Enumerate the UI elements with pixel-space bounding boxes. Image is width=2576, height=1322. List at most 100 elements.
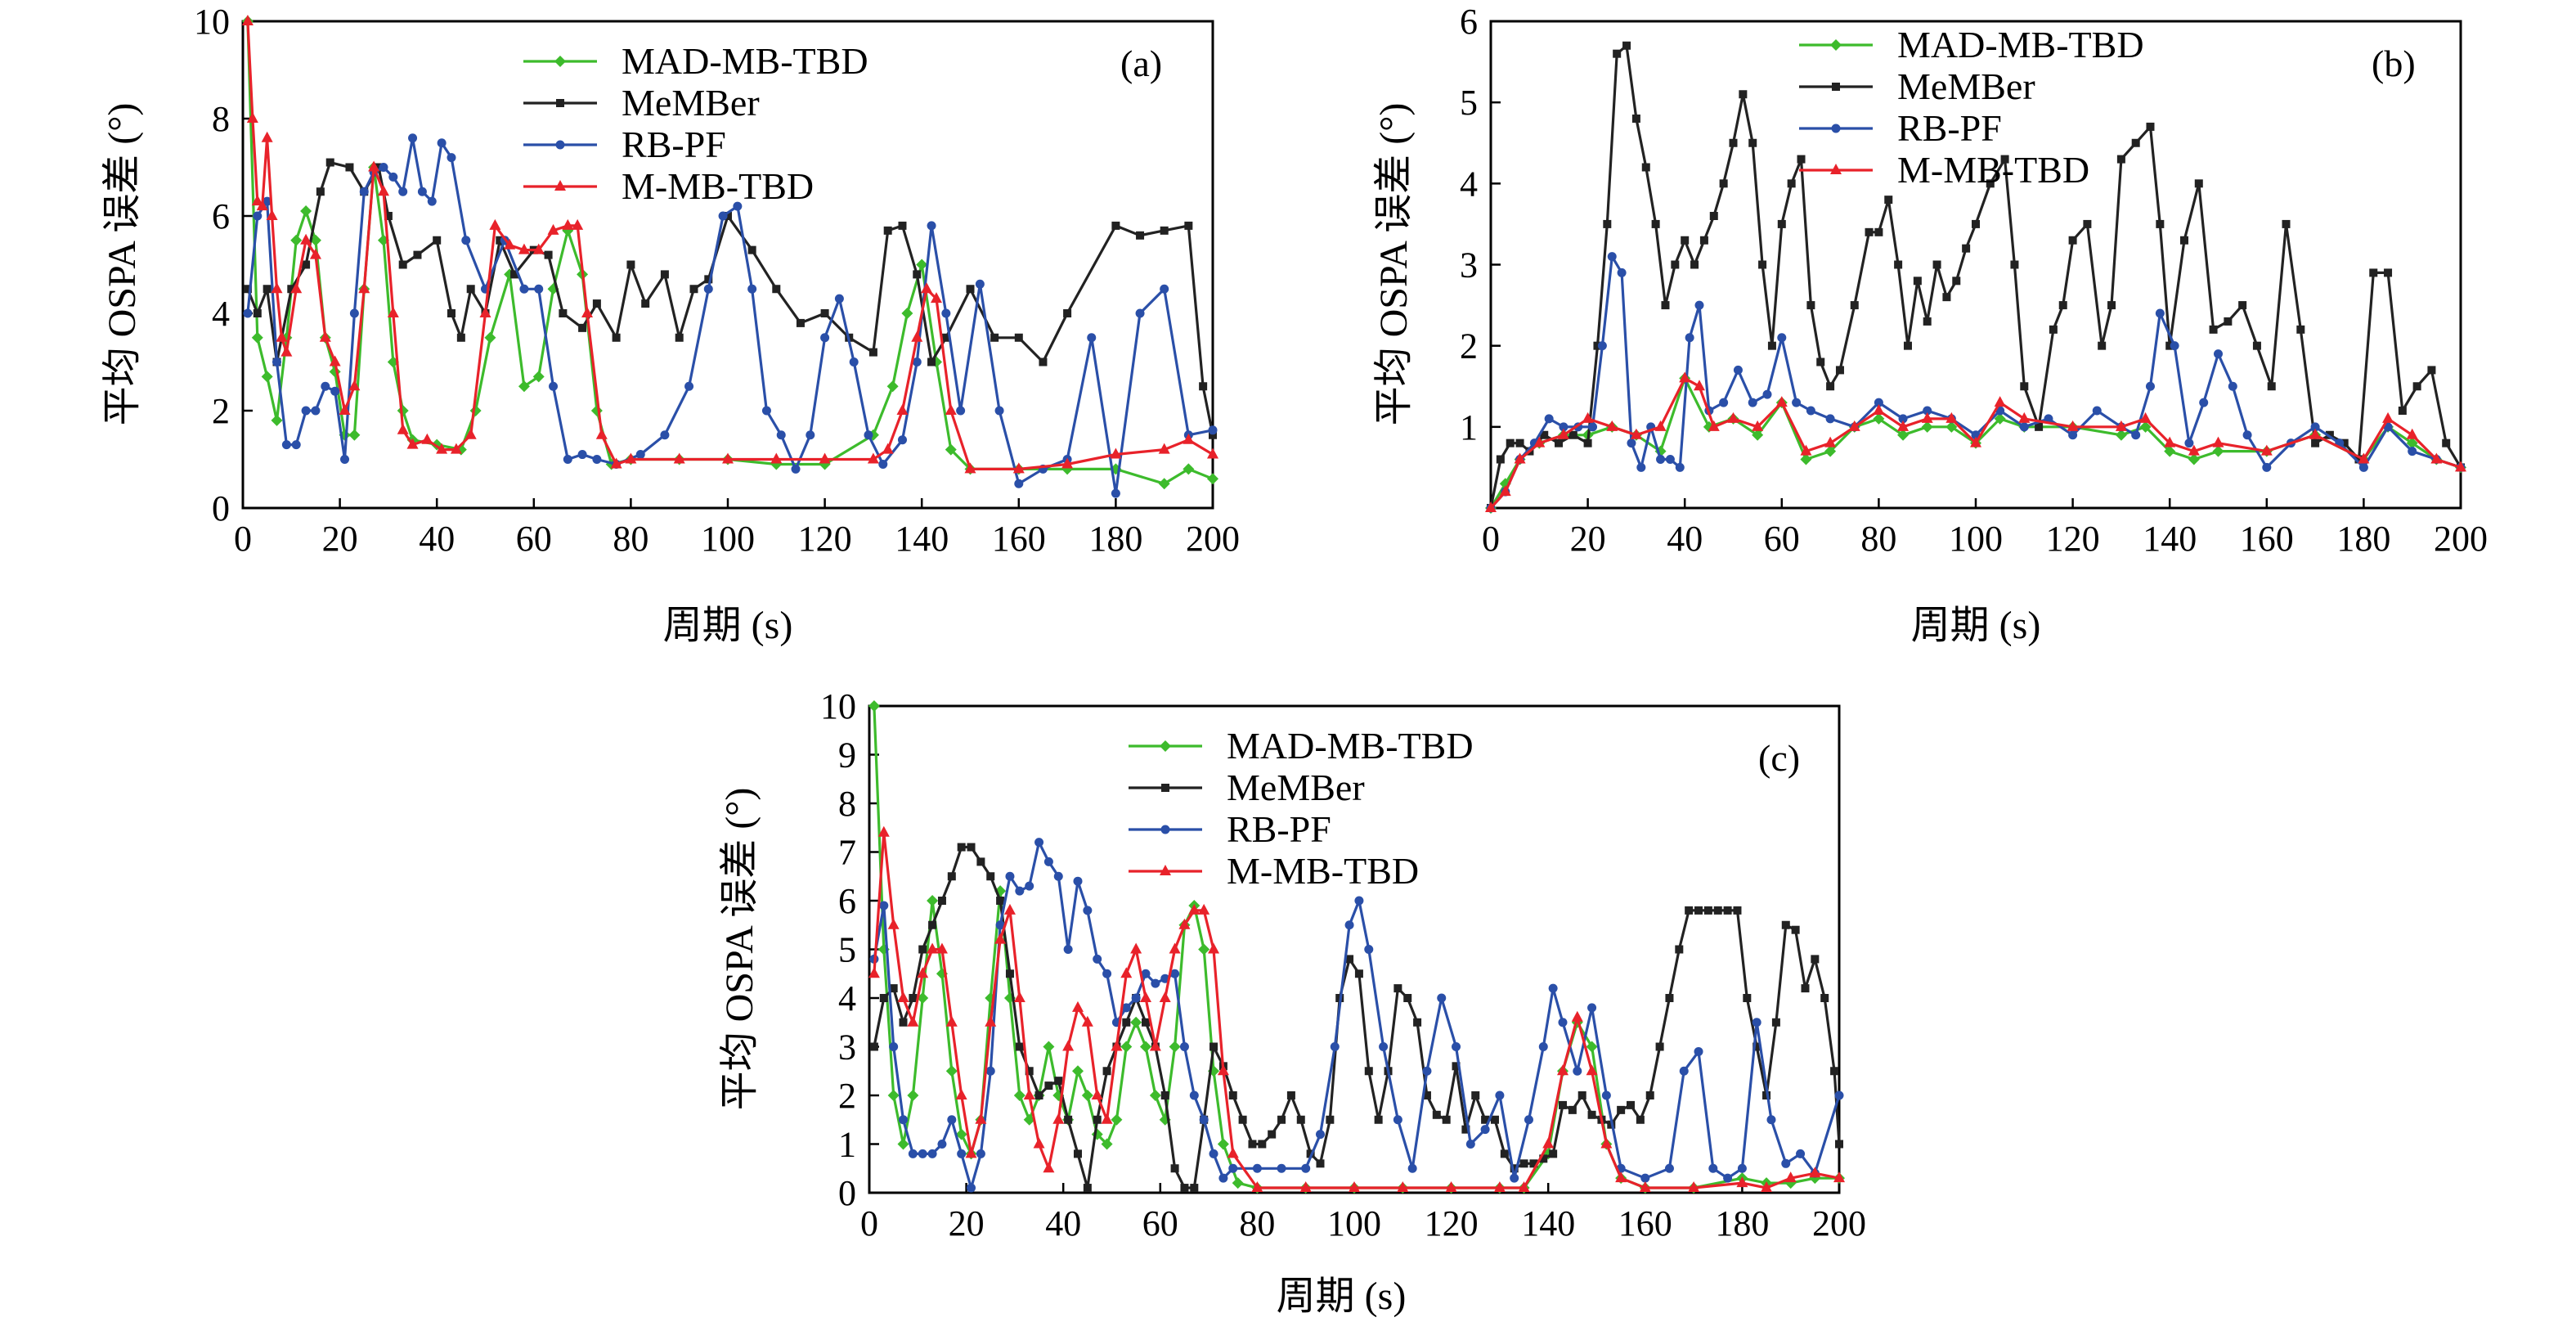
panel-c-xtick-label-140: 140 (1521, 1203, 1575, 1243)
panel-c-point-mad-mb-tbd-31 (1169, 1041, 1181, 1053)
panel-c-point-rb-pf-6 (927, 1149, 937, 1158)
panel-c-point-member-63 (1481, 1115, 1490, 1124)
panel-c-point-member-6 (928, 920, 937, 929)
panel-a-point-mad-mb-tbd-38 (916, 259, 928, 271)
panel-a-point-member-47 (1014, 333, 1023, 342)
panel-c-point-member-8 (947, 872, 956, 881)
panel-a-point-member-1 (253, 309, 262, 317)
panel-a-point-member-12 (398, 260, 407, 269)
panel-b-point-rb-pf-25 (1792, 398, 1802, 407)
panel-c-point-m-mb-tbd-6 (927, 942, 939, 954)
panel-b-point-mad-mb-tbd-20 (1945, 420, 1958, 433)
panel-b-point-mad-mb-tbd-12 (1752, 429, 1764, 441)
panel-b-point-rb-pf-49 (2262, 462, 2272, 472)
panel-c-point-member-72 (1568, 1105, 1577, 1114)
panel-c-point-m-mb-tbd-46 (1556, 1064, 1568, 1076)
panel-b-point-member-70 (2267, 382, 2276, 391)
panel-b-point-member-75 (2340, 438, 2349, 447)
panel-c-point-member-28 (1142, 1018, 1151, 1027)
panel-c-point-rb-pf-45 (1364, 945, 1374, 954)
panel-c-point-rb-pf-39 (1277, 1163, 1286, 1173)
panel-c-point-member-74 (1587, 1110, 1596, 1119)
panel-b-xtick-label-180: 180 (2336, 519, 2390, 559)
panel-b-point-member-53 (2049, 325, 2058, 334)
panel-b-point-member-13 (1631, 115, 1640, 123)
panel-a-point-rb-pf-30 (592, 455, 602, 464)
panel-c-point-member-16 (1025, 1067, 1034, 1076)
panel-a-point-m-mb-tbd-27 (489, 218, 501, 230)
panel-c-point-rb-pf-29 (1151, 978, 1160, 988)
panel-a-point-member-4 (287, 285, 296, 294)
panel-b-point-member-54 (2058, 301, 2067, 310)
panel-b-line-member (1489, 44, 2462, 509)
panel-b-point-member-39 (1894, 260, 1903, 269)
panel-a-point-member-17 (466, 285, 475, 294)
panel-a-point-m-mb-tbd-3 (256, 200, 268, 211)
panel-c-point-mad-mb-tbd-26 (1120, 1041, 1133, 1053)
panel-c-legend-label-rb-pf: RB-PF (1227, 808, 1331, 850)
panel-b-point-rb-pf-38 (2092, 406, 2102, 416)
panel-a-point-m-mb-tbd-21 (406, 438, 419, 449)
panel-b-point-rb-pf-9 (1607, 252, 1617, 262)
panel-c-point-member-39 (1248, 1140, 1257, 1149)
panel-a-point-mad-mb-tbd-20 (469, 405, 482, 416)
panel-a-point-mad-mb-tbd-11 (348, 429, 361, 441)
panel-c-point-rb-pf-16 (1025, 881, 1034, 891)
panel-a-point-rb-pf-41 (791, 464, 801, 474)
panel-a-point-member-44 (941, 333, 950, 342)
panel-a-point-rb-pf-45 (849, 357, 859, 366)
panel-a-point-member-51 (1136, 231, 1145, 240)
panel-c-point-m-mb-tbd-48 (1586, 1064, 1598, 1076)
panel-c-point-mad-mb-tbd-34 (1198, 943, 1210, 956)
panel-b-ylabel: 平均 OSPA 误差 (°) (1372, 103, 1416, 426)
panel-b-legend-label-mad-mb-tbd: MAD-MB-TBD (1897, 24, 2144, 65)
panel-c-point-rb-pf-33 (1189, 1090, 1199, 1100)
panel-a-point-m-mb-tbd-8 (280, 345, 293, 357)
panel-a-legend-label-rb-pf: RB-PF (622, 124, 726, 165)
panel-a-point-rb-pf-3 (272, 357, 282, 366)
panel-b-point-m-mb-tbd-36 (2430, 452, 2443, 464)
panel-b-point-rb-pf-37 (2068, 430, 2078, 440)
panel-a-point-member-25 (592, 299, 601, 308)
panel-c-point-m-mb-tbd-56 (1809, 1167, 1821, 1178)
panel-c-point-rb-pf-18 (1043, 857, 1053, 866)
panel-a-point-rb-pf-37 (733, 201, 743, 211)
panel-c-point-m-mb-tbd-40 (1349, 1181, 1360, 1193)
panel-a-point-member-30 (675, 333, 684, 342)
panel-b-xtick-label-200: 200 (2434, 519, 2488, 559)
panel-a-legend-marker-member (556, 99, 564, 107)
panel-a-point-rb-pf-9 (330, 386, 340, 396)
panel-c-point-member-89 (1733, 906, 1742, 915)
panel-b-point-rb-pf-55 (2408, 447, 2417, 456)
panel-c-point-rb-pf-56 (1524, 1115, 1533, 1125)
panel-c-xlabel: 周期 (s) (1277, 1275, 1407, 1318)
panel-c-point-member-68 (1529, 1159, 1538, 1168)
panel-b-point-rb-pf-4 (1544, 414, 1554, 424)
panel-a-point-m-mb-tbd-33 (572, 218, 584, 230)
panel-a-point-rb-pf-5 (291, 440, 301, 450)
panel-a-point-mad-mb-tbd-28 (590, 405, 603, 416)
panel-b-point-member-78 (2384, 268, 2393, 277)
panel-a-point-member-0 (243, 285, 252, 294)
panel-a-legend-marker-rb-pf (555, 140, 565, 150)
panel-c-point-member-3 (899, 1018, 908, 1027)
panel-b-point-member-58 (2107, 301, 2116, 310)
panel-c-point-member-57 (1422, 1091, 1431, 1099)
panel-a-point-m-mb-tbd-6 (271, 282, 283, 294)
panel-c-point-member-12 (986, 872, 995, 881)
panel-a-point-m-mb-tbd-52 (1110, 447, 1122, 459)
panel-b-point-member-68 (2238, 301, 2247, 310)
panel-b-legend-marker-m-mb-tbd (1830, 164, 1842, 174)
panel-c-point-m-mb-tbd-2 (887, 918, 900, 929)
panel-c-point-member-18 (1044, 1081, 1053, 1090)
panel-a-point-rb-pf-38 (747, 284, 757, 294)
panel-a-point-member-55 (1209, 430, 1217, 439)
panel-b-point-rb-pf-45 (2199, 398, 2209, 407)
panel-b-point-rb-pf-29 (1874, 398, 1883, 407)
panel-b-point-rb-pf-51 (2310, 422, 2320, 432)
panel-c-point-member-4 (909, 994, 918, 1002)
panel-c-point-mad-mb-tbd-24 (1101, 1138, 1113, 1150)
panel-a-point-rb-pf-33 (660, 430, 670, 440)
panel-b-legend-label-rb-pf: RB-PF (1897, 107, 2002, 149)
panel-a-legend-item-member: MeMBer (523, 82, 760, 124)
